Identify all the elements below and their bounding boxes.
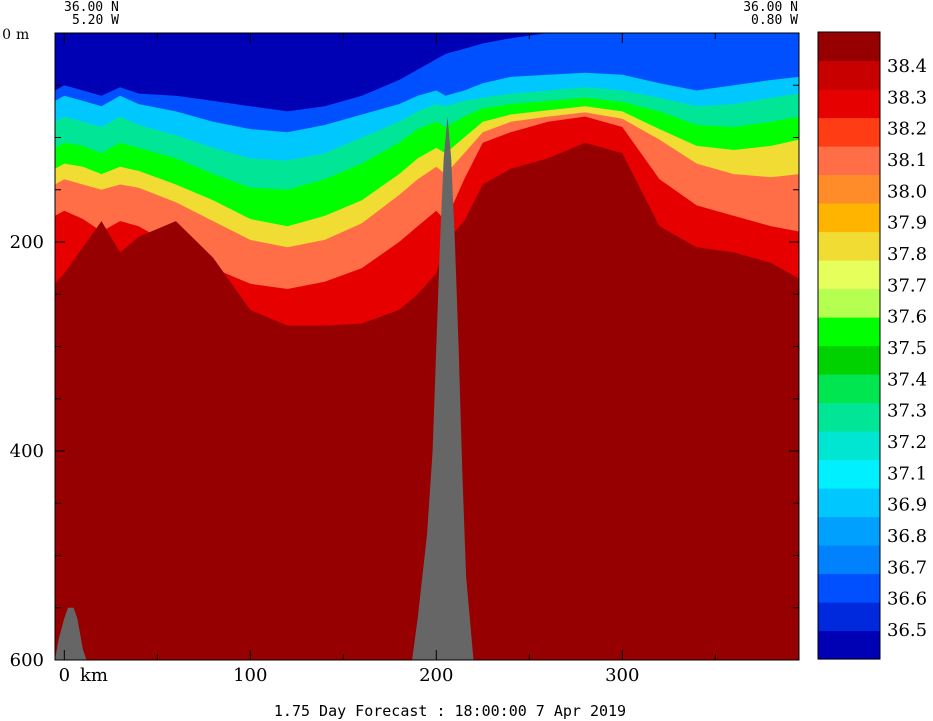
colorbar-swatch — [818, 146, 880, 176]
colorbar-swatch — [818, 402, 880, 432]
colorbar-swatch — [818, 60, 880, 90]
colorbar-swatch — [818, 374, 880, 404]
colorbar-swatch — [818, 459, 880, 489]
contour-layer-38.4 — [55, 142, 799, 660]
colorbar-swatch — [818, 573, 880, 603]
colorbar-label: 36.7 — [887, 557, 927, 578]
corner-right-lon: 0.80 W — [751, 13, 798, 28]
colorbar-swatch — [818, 345, 880, 375]
colorbar-swatch — [818, 602, 880, 632]
colorbar-swatch — [818, 431, 880, 461]
contour-layers — [55, 33, 799, 660]
x-unit-label: km — [80, 665, 108, 686]
colorbar-swatch — [818, 260, 880, 290]
topography — [55, 116, 474, 660]
corner-right-lat: 36.00 N — [743, 0, 798, 15]
colorbar-swatch — [818, 32, 880, 62]
colorbar-label: 36.5 — [887, 620, 927, 641]
y-tick-label: 200 — [10, 232, 44, 253]
colorbar-label: 37.2 — [887, 432, 927, 453]
colorbar-swatch — [818, 89, 880, 119]
colorbar-label: 38.1 — [887, 150, 927, 171]
colorbar-swatch — [818, 630, 880, 660]
colorbar-swatch — [818, 288, 880, 318]
x-tick-label: 100 — [233, 665, 267, 686]
colorbar-label: 38.3 — [887, 87, 927, 108]
colorbar-swatch — [818, 203, 880, 233]
x-tick-label: 200 — [419, 665, 453, 686]
corner-left-lon: 5.20 W — [72, 13, 119, 28]
colorbar-label: 37.9 — [887, 213, 927, 234]
colorbar-swatch — [818, 231, 880, 261]
colorbar-swatch — [818, 317, 880, 347]
colorbar-swatch — [818, 117, 880, 147]
colorbar-label: 36.9 — [887, 495, 927, 516]
forecast-footer: 1.75 Day Forecast : 18:00:00 7 Apr 2019 — [274, 702, 626, 720]
y-tick-label: 600 — [10, 650, 44, 671]
colorbar-label: 38.4 — [887, 56, 927, 77]
colorbar-frame — [817, 31, 881, 660]
colorbar-label: 37.7 — [887, 275, 927, 296]
colorbar-swatch — [818, 545, 880, 575]
x-tick-label: 0 — [59, 665, 70, 686]
left-seamount — [55, 607, 87, 660]
colorbar-label: 37.5 — [887, 338, 927, 359]
colorbar-swatch — [818, 174, 880, 204]
colorbar-label: 37.3 — [887, 401, 927, 422]
central-ridge — [412, 116, 474, 660]
y-tick-label: 400 — [10, 441, 44, 462]
corner-left-lat: 36.00 N — [64, 0, 119, 15]
colorbar-label: 37.1 — [887, 463, 927, 484]
colorbar-label: 37.6 — [887, 307, 927, 328]
colorbar-label: 36.8 — [887, 526, 927, 547]
colorbar-label: 37.8 — [887, 244, 927, 265]
colorbar-label: 37.4 — [887, 369, 927, 390]
x-tick-label: 300 — [605, 665, 639, 686]
y-tick-label: 0 — [2, 27, 11, 43]
colorbar-label: 38.2 — [887, 119, 927, 140]
colorbar-swatch — [818, 516, 880, 546]
colorbar-label: 36.6 — [887, 589, 927, 610]
axis-ticks: 0 100 200 300 0 200 400 600 — [2, 27, 799, 686]
colorbar-label: 38.0 — [887, 181, 927, 202]
colorbar-swatch — [818, 488, 880, 518]
y-unit-label: m — [16, 27, 29, 43]
colorbar: 38.4 38.3 38.2 38.1 38.0 37.9 37.8 37.7 37.6 37.5… — [817, 31, 927, 660]
